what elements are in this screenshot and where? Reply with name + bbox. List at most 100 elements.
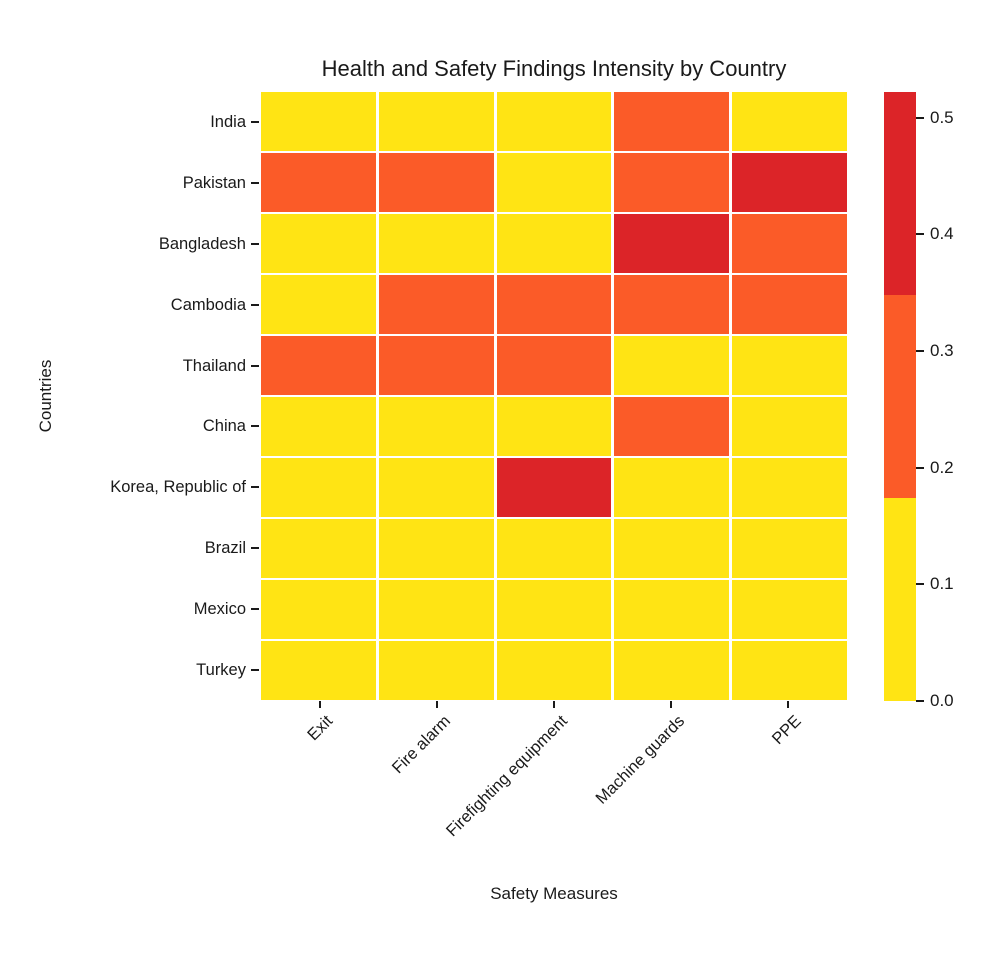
heatmap-cell: [496, 641, 612, 700]
colorbar: [884, 92, 916, 701]
heatmap-grid: [261, 92, 847, 700]
heatmap-cell: [496, 580, 612, 639]
x-tick-mark: [670, 701, 673, 708]
x-tick-mark: [553, 701, 555, 708]
heatmap-cell: [261, 458, 376, 517]
heatmap-cell: [614, 214, 730, 273]
heatmap-cell: [261, 641, 376, 700]
heatmap-cell: [378, 336, 494, 395]
heatmap-cell: [261, 336, 376, 395]
heatmap-cell: [732, 336, 847, 395]
heatmap-cell: [378, 275, 494, 334]
y-tick-mark: [251, 243, 259, 245]
colorbar-tick-mark: [916, 700, 924, 702]
heatmap-cell: [614, 519, 730, 578]
y-tick-mark: [251, 121, 259, 124]
heatmap-cell: [614, 275, 730, 334]
heatmap-cell: [378, 580, 494, 639]
heatmap-cell: [261, 275, 376, 334]
heatmap-cell: [732, 214, 847, 273]
y-tick-mark: [251, 607, 259, 610]
x-tick-label-text: Exit: [304, 712, 337, 745]
y-tick-label: Cambodia: [170, 295, 246, 314]
heatmap-cell: [614, 397, 730, 456]
colorbar-tick-label: 0.0: [930, 691, 954, 710]
x-axis-label: Safety Measures: [490, 884, 618, 903]
heatmap-cell: [614, 580, 730, 639]
x-tick-mark: [787, 701, 790, 708]
y-tick-label: Turkey: [196, 660, 246, 679]
colorbar-segment-mid: [884, 295, 916, 498]
y-tick-label: Brazil: [204, 539, 246, 557]
heatmap-cell: [261, 214, 376, 273]
heatmap-cell: [614, 336, 730, 395]
heatmap-cell: [378, 214, 494, 273]
y-tick-mark: [251, 425, 259, 428]
y-tick-label: Korea, Republic of: [110, 478, 246, 497]
heatmap-cell: [261, 580, 376, 639]
colorbar-tick-mark: [916, 466, 924, 469]
colorbar-tick-mark: [916, 233, 924, 236]
heatmap-cell: [378, 641, 494, 700]
y-tick-mark: [251, 303, 259, 306]
heatmap-cell: [261, 92, 376, 151]
heatmap-cell: [496, 92, 612, 151]
heatmap-cell: [732, 458, 847, 517]
y-tick-mark: [251, 364, 259, 367]
y-tick-mark: [251, 182, 259, 185]
heatmap-cell: [614, 92, 730, 151]
x-tick-mark: [318, 701, 321, 708]
colorbar-tick-label: 0.4: [930, 224, 954, 244]
heatmap-cell: [732, 519, 847, 578]
heatmap-cell: [732, 153, 847, 212]
x-tick-label-text: PPE: [769, 712, 806, 749]
colorbar-tick-label: 0.5: [930, 107, 954, 127]
colorbar-segment-low: [884, 498, 916, 701]
heatmap-cell: [261, 153, 376, 212]
y-tick-label: Mexico: [193, 599, 246, 618]
heatmap-cell: [378, 153, 494, 212]
y-tick-label: Thailand: [182, 356, 246, 375]
heatmap-cell: [496, 153, 612, 212]
colorbar-tick-mark: [916, 350, 924, 352]
heatmap-cell: [732, 580, 847, 639]
colorbar-tick-mark: [916, 116, 924, 119]
heatmap-cell: [496, 397, 612, 456]
heatmap-cell: [732, 92, 847, 151]
heatmap-cell: [496, 458, 612, 517]
heatmap-cell: [732, 641, 847, 700]
colorbar-tick-mark: [916, 583, 924, 586]
heatmap-cell: [732, 275, 847, 334]
colorbar-tick-label: 0.3: [930, 341, 954, 360]
x-tick-label-text: Firefighting equipment: [442, 712, 571, 841]
heatmap-cell: [496, 214, 612, 273]
x-tick-label-text: Machine guards: [592, 712, 688, 808]
y-tick-mark: [251, 486, 259, 489]
heatmap-cell: [378, 458, 494, 517]
heatmap-cell: [614, 641, 730, 700]
y-tick-label: Bangladesh: [158, 235, 246, 253]
heatmap-cell: [496, 275, 612, 334]
colorbar-segment-high: [884, 92, 916, 295]
heatmap-cell: [496, 336, 612, 395]
heatmap-cell: [378, 397, 494, 456]
heatmap-cell: [614, 153, 730, 212]
y-tick-label: Pakistan: [182, 174, 246, 193]
x-tick-label-text: Fire alarm: [388, 712, 454, 778]
heatmap-cell: [261, 397, 376, 456]
y-tick-mark: [251, 547, 259, 549]
heatmap-cell: [732, 397, 847, 456]
heatmap-cell: [614, 458, 730, 517]
y-tick-label: China: [202, 417, 246, 436]
colorbar-tick-label: 0.1: [930, 574, 954, 594]
chart-title: Health and Safety Findings Intensity by …: [321, 56, 787, 81]
heatmap-cell: [496, 519, 612, 578]
heatmap-cell: [378, 92, 494, 151]
colorbar-tick-label: 0.2: [930, 457, 954, 477]
heatmap-cell: [261, 519, 376, 578]
x-tick-mark: [435, 701, 438, 708]
y-tick-label: India: [210, 113, 246, 132]
y-tick-mark: [251, 668, 259, 671]
heatmap-cell: [378, 519, 494, 578]
